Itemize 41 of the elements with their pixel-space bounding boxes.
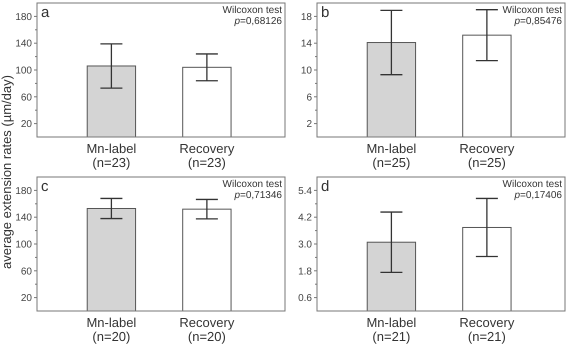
y-tick-label: 0.6 bbox=[298, 293, 312, 304]
y-tick-label: 3.0 bbox=[298, 240, 312, 250]
x-tick-label: Recovery (n=25) bbox=[459, 141, 515, 170]
y-tick-label: 180 bbox=[15, 186, 32, 197]
y-tick-label: 140 bbox=[15, 38, 32, 50]
y-tick-label: 5.4 bbox=[298, 186, 312, 197]
y-tick-label: 20 bbox=[20, 119, 32, 130]
chart-title: d bbox=[321, 178, 330, 195]
y-tick-label: 60 bbox=[20, 92, 32, 104]
x-tick-label: Recovery (n=23) bbox=[179, 141, 235, 170]
annotation: Wilcoxon test bbox=[502, 179, 562, 190]
y-tick-label: 100 bbox=[15, 66, 32, 76]
x-tick-label: Mn-label (n=21) bbox=[366, 315, 416, 344]
y-tick-label: 14 bbox=[300, 38, 312, 50]
y-tick-label: 20 bbox=[20, 293, 32, 304]
x-tick-label: Recovery (n=21) bbox=[459, 315, 515, 344]
annotation: p=0,68126 bbox=[233, 16, 282, 27]
y-tick-label: 1.8 bbox=[298, 266, 312, 278]
y-tick-label: 2 bbox=[306, 119, 312, 130]
chart-title: a bbox=[41, 4, 50, 21]
annotation: Wilcoxon test bbox=[222, 179, 282, 190]
annotation: p=0,85476 bbox=[513, 16, 562, 27]
x-tick-label: Mn-label (n=23) bbox=[86, 141, 136, 170]
y-tick-label: 60 bbox=[20, 266, 32, 278]
x-tick-label: Mn-label (n=20) bbox=[86, 315, 136, 344]
y-tick-label: 6 bbox=[306, 92, 312, 104]
chart-title: c bbox=[41, 178, 49, 195]
y-tick-label: 18 bbox=[300, 12, 312, 23]
annotation: Wilcoxon test bbox=[502, 5, 562, 16]
y-tick-label: 140 bbox=[15, 212, 32, 224]
y-tick-label: 4.2 bbox=[298, 212, 312, 224]
annotation: Wilcoxon test bbox=[222, 5, 282, 16]
annotation: p=0,17406 bbox=[513, 190, 562, 201]
annotation: p=0,71346 bbox=[233, 190, 282, 201]
y-tick-label: 100 bbox=[15, 240, 32, 250]
y-axis-title: average extension rates (µm/day) bbox=[0, 75, 14, 269]
chart-title: b bbox=[321, 4, 330, 21]
x-tick-label: Recovery (n=20) bbox=[179, 315, 235, 344]
y-tick-label: 180 bbox=[15, 12, 32, 23]
x-tick-label: Mn-label (n=25) bbox=[366, 141, 416, 170]
y-tick-label: 10 bbox=[300, 66, 312, 76]
